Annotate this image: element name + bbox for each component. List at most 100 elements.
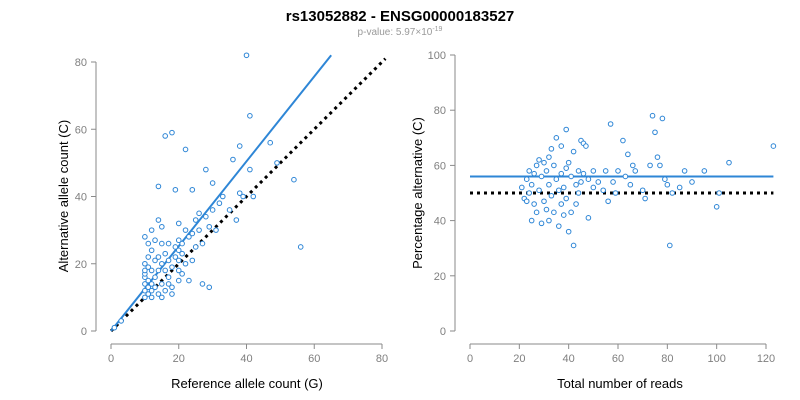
y-tick-label: 60 xyxy=(434,160,446,172)
x-tick-label: 40 xyxy=(240,353,252,365)
data-point xyxy=(538,220,545,227)
data-point xyxy=(206,284,213,291)
data-point xyxy=(118,318,124,324)
data-point xyxy=(162,267,168,274)
x-tick-label: 120 xyxy=(757,353,775,365)
data-point xyxy=(531,201,537,207)
data-point xyxy=(236,190,243,196)
y-axis-title: Percentage alternative (C) xyxy=(410,117,425,269)
data-point xyxy=(236,143,243,149)
data-point xyxy=(209,207,216,213)
data-point xyxy=(770,143,777,149)
data-point xyxy=(652,129,658,136)
data-point xyxy=(155,291,162,297)
data-point xyxy=(274,160,280,166)
data-point xyxy=(575,168,582,174)
data-point xyxy=(175,247,182,254)
data-point xyxy=(600,187,607,194)
data-point xyxy=(209,180,216,186)
data-point xyxy=(240,193,246,200)
data-point xyxy=(558,170,565,177)
data-point xyxy=(243,52,250,59)
data-point xyxy=(169,129,175,136)
data-point xyxy=(570,242,577,249)
data-point xyxy=(647,162,653,169)
data-point xyxy=(172,254,179,260)
data-points xyxy=(519,112,777,249)
data-point xyxy=(556,187,562,194)
data-point xyxy=(541,198,547,205)
x-axis-title: Total number of reads xyxy=(557,376,683,391)
data-point xyxy=(642,195,648,202)
data-points xyxy=(111,52,304,331)
data-point xyxy=(523,176,530,182)
data-point xyxy=(142,260,148,267)
data-point xyxy=(541,159,547,166)
data-point xyxy=(297,244,304,250)
data-point xyxy=(148,294,155,301)
x-axis-title: Reference allele count (G) xyxy=(171,376,323,391)
data-point xyxy=(145,264,152,270)
data-point xyxy=(165,257,172,264)
data-point xyxy=(590,184,597,191)
data-point xyxy=(230,156,236,163)
data-point xyxy=(233,217,240,223)
data-point xyxy=(701,168,708,174)
data-point xyxy=(142,294,148,301)
data-point xyxy=(570,148,577,155)
data-point xyxy=(175,237,182,244)
data-point xyxy=(659,115,666,122)
data-point xyxy=(565,228,572,235)
data-point xyxy=(558,201,565,207)
data-point xyxy=(175,220,182,227)
x-tick-label: 60 xyxy=(612,353,624,365)
data-point xyxy=(145,277,152,284)
data-point xyxy=(605,198,611,205)
data-point xyxy=(533,162,540,169)
data-point xyxy=(155,217,162,223)
data-point xyxy=(615,168,621,174)
data-point xyxy=(206,223,213,230)
data-point xyxy=(186,277,192,284)
x-tick-label: 100 xyxy=(707,353,725,365)
data-point xyxy=(142,267,148,274)
data-point xyxy=(568,173,574,180)
scatter-panel-percentage: 0 20 40 60 80 100 120 0 20 40 60 80 100 Total number… xyxy=(410,50,777,391)
data-point xyxy=(657,162,663,169)
data-point xyxy=(536,187,542,194)
data-point xyxy=(548,146,555,152)
data-point xyxy=(523,198,530,205)
data-point xyxy=(575,190,582,196)
data-point xyxy=(546,181,552,188)
data-point xyxy=(716,190,722,196)
data-point xyxy=(602,168,609,174)
data-point xyxy=(610,179,616,185)
data-point xyxy=(580,170,587,177)
data-point xyxy=(189,230,196,237)
data-point xyxy=(152,257,158,264)
data-point xyxy=(182,227,189,233)
data-point xyxy=(681,168,688,174)
data-point xyxy=(563,195,570,202)
data-point xyxy=(155,183,162,190)
data-point xyxy=(159,240,165,247)
data-point xyxy=(175,277,182,284)
data-point xyxy=(196,227,202,233)
data-point xyxy=(189,186,196,193)
data-point xyxy=(169,284,175,291)
data-point xyxy=(172,244,179,250)
data-point xyxy=(553,176,560,182)
data-point xyxy=(689,179,695,185)
data-point xyxy=(165,274,172,281)
p-value-label: p-value: 5.97×10-19 xyxy=(358,26,443,38)
data-point xyxy=(213,227,219,233)
data-point xyxy=(662,176,668,182)
data-point xyxy=(667,242,673,249)
x-tick-label: 80 xyxy=(376,353,388,365)
data-point xyxy=(556,223,562,229)
axis-ticks: 0 20 40 60 80 100 120 0 20 40 60 80 100 xyxy=(428,50,776,365)
data-point xyxy=(196,210,202,217)
data-point xyxy=(159,281,165,287)
data-point xyxy=(189,257,196,264)
data-point xyxy=(179,240,185,247)
